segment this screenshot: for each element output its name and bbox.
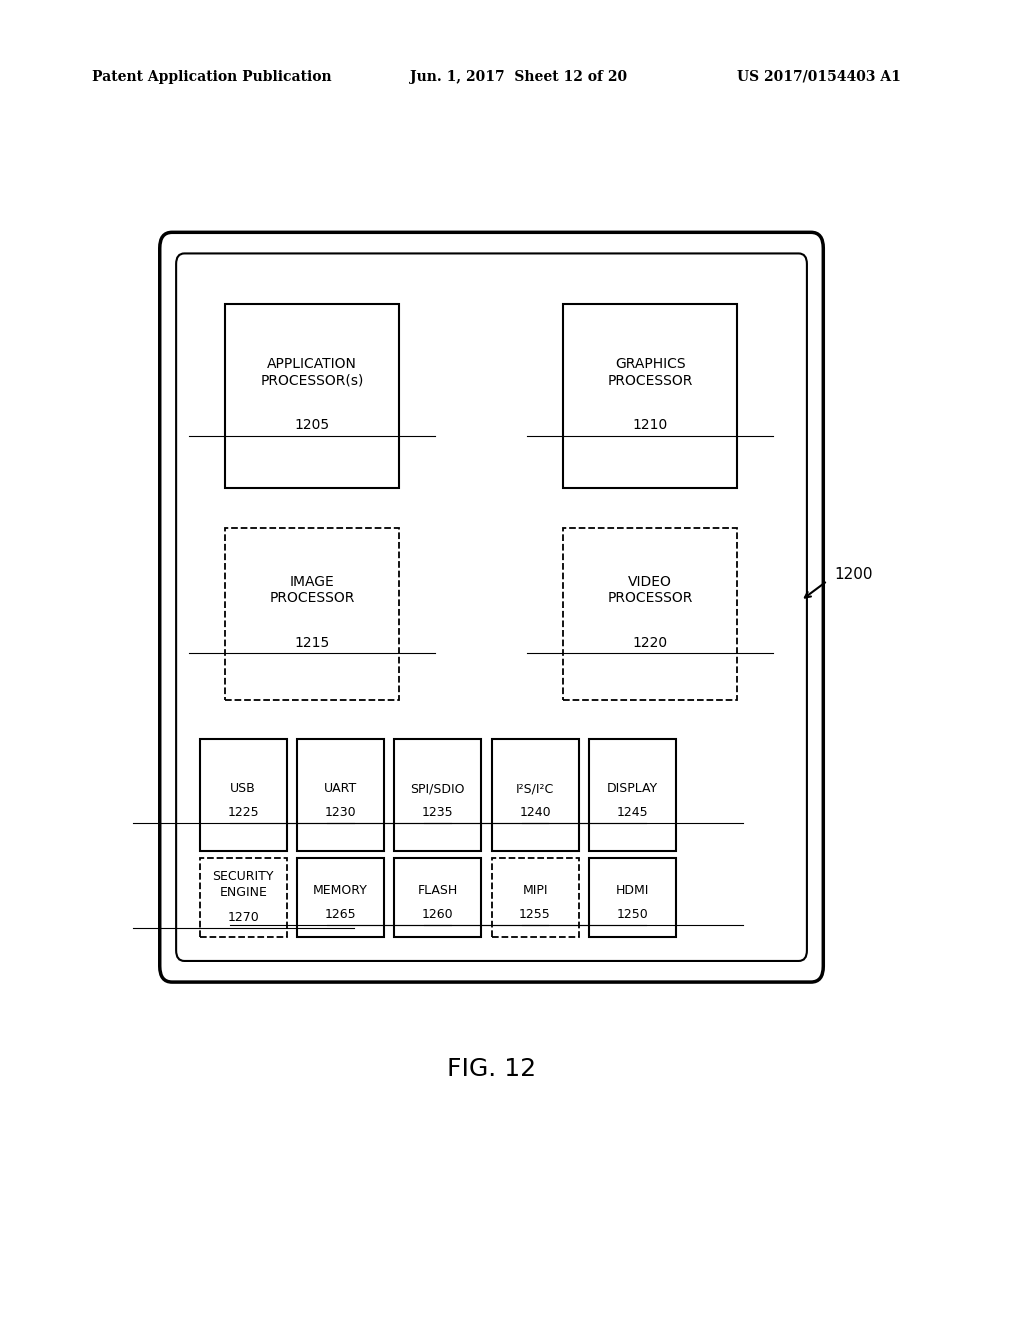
Polygon shape <box>589 739 676 851</box>
Text: 1210: 1210 <box>633 418 668 432</box>
Polygon shape <box>297 858 384 937</box>
Text: USB: USB <box>230 783 256 795</box>
Text: 1260: 1260 <box>422 908 454 921</box>
FancyBboxPatch shape <box>160 232 823 982</box>
Polygon shape <box>563 304 737 488</box>
Polygon shape <box>200 858 287 937</box>
Text: SPI/SDIO: SPI/SDIO <box>411 783 465 795</box>
Text: SECURITY
ENGINE: SECURITY ENGINE <box>212 870 274 899</box>
Text: 1215: 1215 <box>295 636 330 649</box>
Text: VIDEO
PROCESSOR: VIDEO PROCESSOR <box>607 574 693 606</box>
Text: 1225: 1225 <box>227 807 259 818</box>
Text: MIPI: MIPI <box>522 884 548 898</box>
Text: 1200: 1200 <box>835 566 873 582</box>
Text: 1270: 1270 <box>227 911 259 924</box>
Polygon shape <box>225 528 399 700</box>
Polygon shape <box>492 739 579 851</box>
Polygon shape <box>492 858 579 937</box>
Polygon shape <box>394 858 481 937</box>
Text: 1245: 1245 <box>616 807 648 818</box>
Text: MEMORY: MEMORY <box>313 884 368 898</box>
Text: HDMI: HDMI <box>615 884 649 898</box>
Text: DISPLAY: DISPLAY <box>607 783 657 795</box>
Text: APPLICATION
PROCESSOR(s): APPLICATION PROCESSOR(s) <box>261 356 364 388</box>
Polygon shape <box>589 858 676 937</box>
Text: 1250: 1250 <box>616 908 648 921</box>
Polygon shape <box>225 304 399 488</box>
Text: 1220: 1220 <box>633 636 668 649</box>
Text: UART: UART <box>324 783 357 795</box>
FancyBboxPatch shape <box>176 253 807 961</box>
Text: FLASH: FLASH <box>418 884 458 898</box>
Text: Patent Application Publication: Patent Application Publication <box>92 70 332 84</box>
Text: IMAGE
PROCESSOR: IMAGE PROCESSOR <box>269 574 355 606</box>
Text: 1205: 1205 <box>295 418 330 432</box>
Polygon shape <box>297 739 384 851</box>
Text: 1240: 1240 <box>519 807 551 818</box>
Text: 1255: 1255 <box>519 908 551 921</box>
Text: 1230: 1230 <box>325 807 356 818</box>
Polygon shape <box>200 739 287 851</box>
Text: GRAPHICS
PROCESSOR: GRAPHICS PROCESSOR <box>607 356 693 388</box>
Polygon shape <box>563 528 737 700</box>
Text: 1265: 1265 <box>325 908 356 921</box>
Text: I²S/I²C: I²S/I²C <box>516 783 554 795</box>
Text: 1235: 1235 <box>422 807 454 818</box>
Text: US 2017/0154403 A1: US 2017/0154403 A1 <box>737 70 901 84</box>
Text: Jun. 1, 2017  Sheet 12 of 20: Jun. 1, 2017 Sheet 12 of 20 <box>410 70 627 84</box>
Text: FIG. 12: FIG. 12 <box>446 1057 537 1081</box>
Polygon shape <box>394 739 481 851</box>
